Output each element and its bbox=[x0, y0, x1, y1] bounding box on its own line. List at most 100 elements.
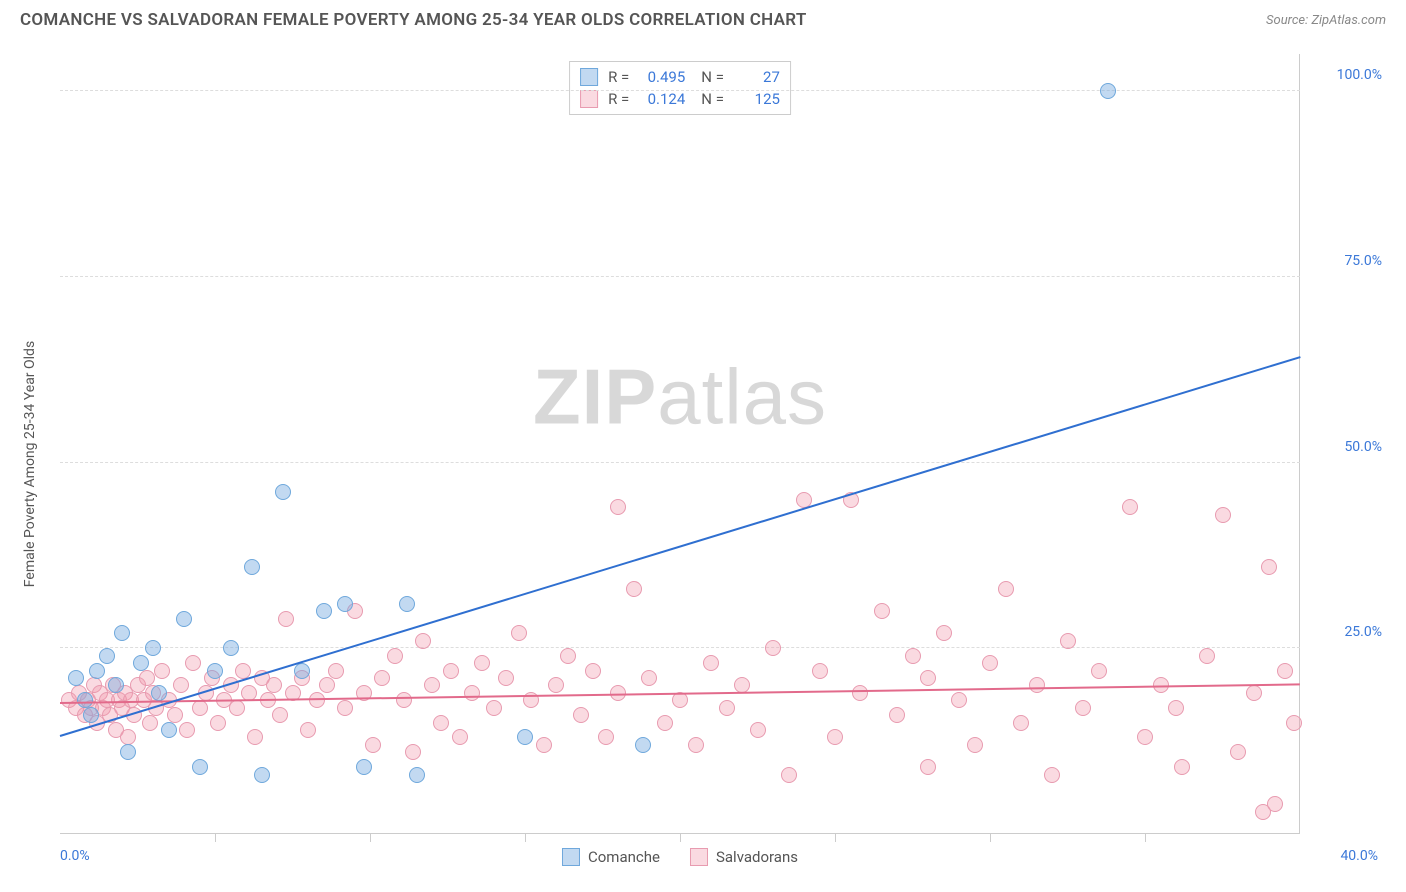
swatch-comanche bbox=[580, 68, 598, 86]
data-point-comanche bbox=[99, 648, 115, 664]
data-point-salvadorans bbox=[405, 744, 421, 760]
data-point-comanche bbox=[192, 759, 208, 775]
data-point-comanche bbox=[275, 484, 291, 500]
data-point-comanche bbox=[114, 625, 130, 641]
regression-line-comanche bbox=[60, 357, 1301, 738]
data-point-salvadorans bbox=[750, 722, 766, 738]
data-point-salvadorans bbox=[139, 670, 155, 686]
data-point-salvadorans bbox=[1060, 633, 1076, 649]
data-point-salvadorans bbox=[951, 692, 967, 708]
data-point-comanche bbox=[244, 559, 260, 575]
data-point-comanche bbox=[108, 677, 124, 693]
gridline bbox=[60, 276, 1300, 277]
legend-label-comanche: Comanche bbox=[588, 848, 660, 866]
watermark: ZIPatlas bbox=[533, 352, 827, 443]
x-axis-max-label: 40.0% bbox=[1308, 848, 1378, 864]
x-tick bbox=[990, 834, 991, 842]
y-axis-label: Female Poverty Among 25-34 Year Olds bbox=[22, 341, 38, 587]
data-point-salvadorans bbox=[511, 625, 527, 641]
x-axis-min-label: 0.0% bbox=[60, 848, 90, 864]
legend-label-salvadorans: Salvadorans bbox=[716, 848, 798, 866]
data-point-comanche bbox=[145, 640, 161, 656]
data-point-salvadorans bbox=[464, 685, 480, 701]
y-tick-label: 75.0% bbox=[1312, 253, 1382, 269]
data-point-salvadorans bbox=[415, 633, 431, 649]
data-point-salvadorans bbox=[210, 715, 226, 731]
data-point-salvadorans bbox=[229, 700, 245, 716]
r-value-comanche: 0.495 bbox=[635, 68, 685, 86]
data-point-salvadorans bbox=[610, 499, 626, 515]
x-tick bbox=[680, 834, 681, 842]
data-point-salvadorans bbox=[1122, 499, 1138, 515]
y-tick-label: 25.0% bbox=[1312, 624, 1382, 640]
data-point-salvadorans bbox=[452, 729, 468, 745]
data-point-salvadorans bbox=[719, 700, 735, 716]
data-point-salvadorans bbox=[1215, 507, 1231, 523]
stats-row-comanche: R = 0.495 N = 27 bbox=[580, 66, 780, 88]
data-point-salvadorans bbox=[874, 603, 890, 619]
data-point-comanche bbox=[294, 663, 310, 679]
legend-item-salvadorans: Salvadorans bbox=[690, 848, 798, 866]
n-value-comanche: 27 bbox=[730, 68, 780, 86]
swatch-comanche-icon bbox=[562, 848, 580, 866]
chart-container: Female Poverty Among 25-34 Year Olds ZIP… bbox=[20, 44, 1386, 884]
gridline bbox=[60, 647, 1300, 648]
data-point-salvadorans bbox=[328, 663, 344, 679]
data-point-salvadorans bbox=[374, 670, 390, 686]
data-point-salvadorans bbox=[424, 677, 440, 693]
data-point-salvadorans bbox=[365, 737, 381, 753]
data-point-comanche bbox=[1100, 83, 1116, 99]
data-point-salvadorans bbox=[185, 655, 201, 671]
data-point-salvadorans bbox=[781, 767, 797, 783]
data-point-salvadorans bbox=[247, 729, 263, 745]
data-point-salvadorans bbox=[387, 648, 403, 664]
data-point-salvadorans bbox=[278, 611, 294, 627]
data-point-comanche bbox=[399, 596, 415, 612]
data-point-salvadorans bbox=[1261, 559, 1277, 575]
data-point-salvadorans bbox=[173, 677, 189, 693]
data-point-salvadorans bbox=[1029, 677, 1045, 693]
data-point-salvadorans bbox=[1137, 729, 1153, 745]
data-point-salvadorans bbox=[142, 715, 158, 731]
data-point-salvadorans bbox=[1277, 663, 1293, 679]
source-attribution: Source: ZipAtlas.com bbox=[1266, 13, 1386, 28]
data-point-salvadorans bbox=[626, 581, 642, 597]
data-point-salvadorans bbox=[474, 655, 490, 671]
data-point-salvadorans bbox=[1044, 767, 1060, 783]
data-point-comanche bbox=[161, 722, 177, 738]
data-point-salvadorans bbox=[920, 759, 936, 775]
data-point-salvadorans bbox=[548, 677, 564, 693]
data-point-salvadorans bbox=[1091, 663, 1107, 679]
data-point-comanche bbox=[176, 611, 192, 627]
data-point-salvadorans bbox=[905, 648, 921, 664]
data-point-salvadorans bbox=[703, 655, 719, 671]
data-point-salvadorans bbox=[536, 737, 552, 753]
x-tick bbox=[835, 834, 836, 842]
data-point-salvadorans bbox=[688, 737, 704, 753]
data-point-salvadorans bbox=[443, 663, 459, 679]
x-tick bbox=[370, 834, 371, 842]
x-tick bbox=[1145, 834, 1146, 842]
y-tick-label: 50.0% bbox=[1312, 439, 1382, 455]
data-point-salvadorans bbox=[337, 700, 353, 716]
data-point-comanche bbox=[337, 596, 353, 612]
data-point-comanche bbox=[133, 655, 149, 671]
data-point-salvadorans bbox=[657, 715, 673, 731]
data-point-salvadorans bbox=[889, 707, 905, 723]
data-point-salvadorans bbox=[1267, 796, 1283, 812]
legend-item-comanche: Comanche bbox=[562, 848, 660, 866]
data-point-salvadorans bbox=[573, 707, 589, 723]
plot-area: ZIPatlas 0.0% 40.0% R = 0.495 N = 27 R =… bbox=[60, 54, 1300, 834]
data-point-salvadorans bbox=[272, 707, 288, 723]
data-point-salvadorans bbox=[982, 655, 998, 671]
data-point-salvadorans bbox=[433, 715, 449, 731]
data-point-salvadorans bbox=[266, 677, 282, 693]
data-point-salvadorans bbox=[486, 700, 502, 716]
chart-title: COMANCHE VS SALVADORAN FEMALE POVERTY AM… bbox=[20, 10, 807, 30]
data-point-comanche bbox=[151, 685, 167, 701]
x-tick bbox=[525, 834, 526, 842]
data-point-comanche bbox=[89, 663, 105, 679]
gridline bbox=[60, 462, 1300, 463]
data-point-salvadorans bbox=[1174, 759, 1190, 775]
data-point-salvadorans bbox=[920, 670, 936, 686]
